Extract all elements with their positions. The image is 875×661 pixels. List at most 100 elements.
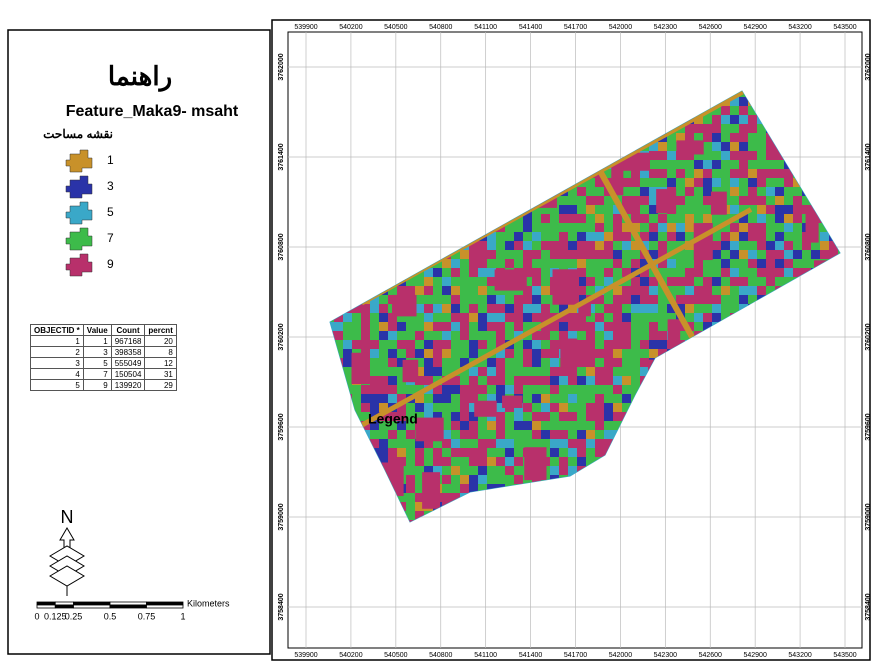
patch — [694, 214, 703, 223]
patch — [775, 277, 784, 286]
patch — [424, 439, 433, 448]
header-row: OBJECTID * Value Count percnt — [30, 324, 177, 336]
patch — [424, 322, 433, 331]
patch — [631, 367, 640, 376]
patch — [370, 340, 379, 349]
patch — [667, 319, 681, 347]
x-tick-label: 539900 — [294, 24, 317, 31]
patch — [424, 313, 433, 322]
scale-segment — [73, 604, 111, 609]
patch — [721, 214, 730, 223]
patch — [442, 304, 451, 313]
patch — [595, 223, 604, 232]
patch — [433, 349, 442, 358]
patch — [748, 241, 757, 250]
patch — [532, 214, 541, 223]
table-cell: 2 — [30, 346, 84, 358]
patch — [712, 313, 721, 322]
patch — [388, 340, 397, 349]
layer-name: Feature_Maka9- msaht — [66, 103, 239, 120]
patch — [613, 223, 622, 232]
patch — [721, 223, 730, 232]
patch — [505, 430, 514, 439]
patch — [451, 295, 460, 304]
patch — [487, 268, 496, 277]
patch — [532, 277, 541, 286]
legend-label: 5 — [107, 205, 114, 219]
patch — [739, 124, 748, 133]
patch — [640, 196, 649, 205]
patch — [415, 331, 424, 340]
patch — [649, 142, 658, 151]
patch — [406, 439, 415, 448]
patch — [721, 232, 730, 241]
patch — [532, 430, 541, 439]
patch — [622, 268, 631, 277]
patch — [487, 421, 496, 430]
patch — [739, 223, 748, 232]
patch — [424, 376, 433, 385]
patch — [523, 295, 532, 304]
patch — [433, 457, 442, 466]
legend-swatch — [65, 175, 93, 199]
patch — [397, 493, 406, 502]
patch — [487, 322, 496, 331]
patch — [460, 430, 469, 439]
patch — [757, 151, 766, 160]
patch — [487, 439, 496, 448]
patch — [379, 340, 388, 349]
patch — [622, 250, 631, 259]
patch — [559, 421, 568, 430]
patch — [703, 214, 712, 223]
patch — [613, 268, 622, 277]
patch — [604, 358, 613, 367]
patch — [658, 349, 667, 358]
patch — [757, 241, 766, 250]
patch — [460, 403, 469, 412]
patch — [802, 250, 811, 259]
patch — [550, 466, 559, 475]
patch — [424, 358, 433, 367]
x-tick-label: 541700 — [564, 652, 587, 659]
patch — [685, 133, 694, 142]
patch — [595, 268, 604, 277]
patch — [757, 286, 766, 295]
patch — [541, 367, 550, 376]
patch — [559, 304, 568, 313]
patch — [451, 439, 460, 448]
patch — [514, 358, 523, 367]
patch — [748, 214, 757, 223]
patch — [703, 295, 712, 304]
patch — [392, 294, 417, 317]
patch — [829, 250, 838, 259]
patch — [424, 331, 433, 340]
patch — [406, 412, 415, 421]
patch — [604, 403, 613, 412]
patch — [424, 448, 433, 457]
patch — [721, 124, 730, 133]
patch — [730, 124, 739, 133]
patch — [487, 286, 496, 295]
patch — [541, 421, 550, 430]
patch — [514, 349, 523, 358]
patch — [415, 403, 424, 412]
patch — [676, 259, 685, 268]
patch — [523, 250, 532, 259]
patch — [415, 439, 424, 448]
patch — [586, 232, 595, 241]
patch — [730, 268, 739, 277]
patch — [424, 466, 433, 475]
patch — [397, 457, 406, 466]
patch — [622, 286, 631, 295]
patch — [784, 277, 793, 286]
patch — [640, 232, 649, 241]
patch — [388, 322, 397, 331]
patch — [658, 178, 667, 187]
patch — [406, 385, 415, 394]
patch — [487, 367, 496, 376]
patch — [415, 394, 424, 403]
patch — [611, 161, 624, 196]
patch — [586, 331, 595, 340]
patch — [460, 466, 469, 475]
patch — [388, 385, 397, 394]
